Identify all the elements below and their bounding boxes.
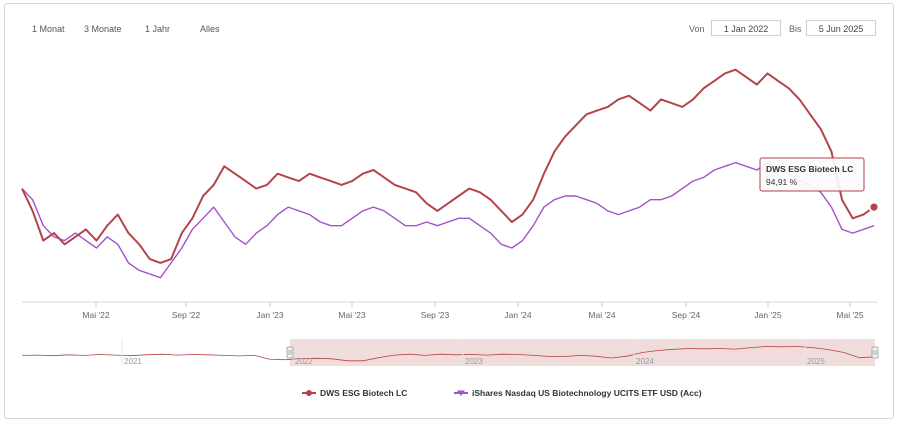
range-button-all[interactable]: Alles [200,24,220,34]
x-tick-label: Sep '22 [172,310,201,320]
range-button-3-months[interactable]: 3 Monate [84,24,122,34]
x-tick-label: Sep '24 [672,310,701,320]
legend-item-ishares[interactable]: iShares Nasdaq US Biotechnology UCITS ET… [454,388,702,398]
series-line-ishares[interactable] [21,161,875,279]
tooltip: DWS ESG Biotech LC 94,91 % [759,157,865,192]
x-tick-label: Mai '24 [588,310,615,320]
navigator-selected-range[interactable] [290,339,875,366]
navigator-right-handle[interactable] [871,346,879,359]
x-tick-label: Mai '22 [82,310,109,320]
x-tick-label: Mai '23 [338,310,365,320]
to-date-input[interactable]: 5 Jun 2025 [806,20,876,36]
tooltip-title: DWS ESG Biotech LC [766,164,853,174]
legend-item-dws[interactable]: DWS ESG Biotech LC [302,388,407,398]
series-line-dws[interactable] [21,68,875,264]
x-tick-label: Mai '25 [836,310,863,320]
tooltip-value: 94,91 % [766,177,798,187]
navigator-left-handle[interactable] [286,346,294,359]
x-tick-label: Jan '25 [754,310,781,320]
navigator-series-line [21,346,876,362]
hover-point-marker [868,201,880,213]
navigator-year-label: 2022 [295,357,313,366]
navigator-year-label: 2021 [124,357,142,366]
legend-label-dws: DWS ESG Biotech LC [320,388,407,398]
navigator-year-label: 2023 [465,357,483,366]
navigator-year-label: 2025 [807,357,825,366]
to-date-label: Bis [789,24,802,34]
x-tick-label: Jan '23 [256,310,283,320]
from-date-input[interactable]: 1 Jan 2022 [711,20,781,36]
range-button-1-year[interactable]: 1 Jahr [145,24,171,34]
range-button-1-month[interactable]: 1 Monat [32,24,65,34]
x-tick-label: Jan '24 [504,310,531,320]
legend-label-ishares: iShares Nasdaq US Biotechnology UCITS ET… [472,388,702,398]
from-date-label: Von [689,24,705,34]
navigator-year-label: 2024 [636,357,654,366]
x-tick-label: Sep '23 [421,310,450,320]
navigator[interactable]: 2021 2022 2023 2024 2025 [21,339,879,366]
